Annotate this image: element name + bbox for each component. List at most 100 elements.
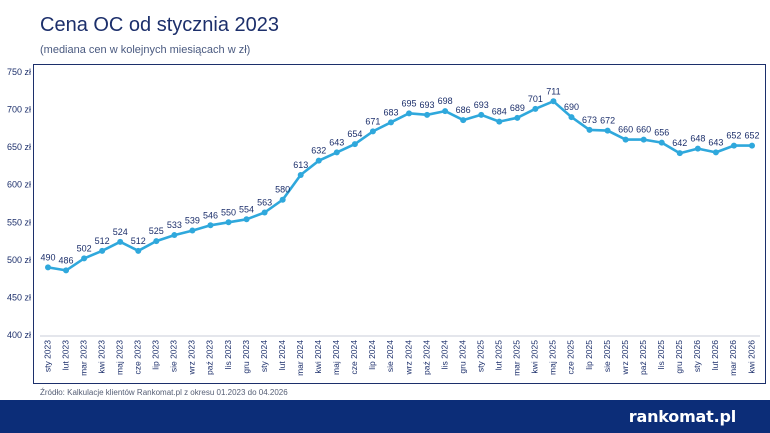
x-tick-label: lut 2023 [60, 340, 70, 371]
data-label: 539 [185, 216, 200, 226]
data-label: 486 [59, 255, 74, 265]
y-tick-label: 650 zł [7, 142, 31, 152]
data-label: 524 [113, 227, 128, 237]
data-label: 502 [77, 243, 92, 253]
data-label: 683 [383, 107, 398, 117]
y-tick-label: 550 zł [7, 217, 31, 227]
data-label: 533 [167, 220, 182, 230]
x-tick-label: gru 2024 [457, 340, 467, 374]
x-tick-label: mar 2025 [512, 340, 522, 376]
data-label: 711 [546, 86, 560, 96]
x-tick-label: sty 2024 [259, 340, 269, 372]
data-point [171, 232, 178, 239]
chart-subtitle: (mediana cen w kolejnych miesiącach w zł… [40, 44, 251, 56]
y-tick-label: 450 zł [7, 292, 31, 302]
data-label: 695 [402, 98, 417, 108]
data-point [225, 219, 232, 226]
data-label: 580 [275, 185, 290, 195]
data-label: 656 [654, 128, 669, 138]
data-label: 613 [293, 160, 308, 170]
data-point [99, 247, 106, 254]
x-tick-label: maj 2024 [331, 340, 341, 375]
data-point [81, 255, 88, 262]
x-tick-label: kwi 2025 [530, 340, 540, 374]
data-label: 643 [708, 137, 723, 147]
chart-title: Cena OC od stycznia 2023 [40, 14, 280, 36]
y-tick-label: 700 zł [7, 105, 31, 115]
data-point [63, 267, 70, 274]
x-tick-label: lis 2025 [656, 340, 666, 370]
data-label: 684 [492, 107, 507, 117]
data-point [117, 238, 124, 245]
data-point [478, 111, 485, 118]
data-point [568, 114, 575, 121]
x-tick-label: paź 2023 [205, 340, 215, 375]
data-label: 690 [564, 102, 579, 112]
y-tick-label: 500 zł [7, 255, 31, 265]
x-tick-label: lip 2023 [151, 340, 161, 370]
x-tick-label: wrz 2024 [403, 340, 413, 376]
x-tick-label: maj 2025 [548, 340, 558, 375]
x-tick-label: kwi 2024 [313, 340, 323, 374]
x-tick-label: wrz 2025 [620, 340, 630, 376]
x-tick-label: cze 2025 [566, 340, 576, 375]
data-point [261, 209, 268, 216]
x-tick-label: lis 2023 [223, 340, 233, 370]
data-label: 673 [582, 115, 597, 125]
data-point [333, 149, 340, 156]
data-point [45, 264, 51, 271]
x-tick-label: sty 2025 [475, 340, 485, 372]
data-point [297, 171, 304, 178]
x-tick-label: mar 2026 [728, 340, 738, 376]
x-tick-label: gru 2025 [674, 340, 684, 374]
data-label: 686 [456, 105, 471, 115]
data-point [532, 105, 539, 112]
data-label: 671 [365, 116, 380, 126]
data-label: 642 [672, 138, 687, 148]
data-label: 550 [221, 207, 236, 217]
data-label: 654 [347, 129, 362, 139]
price-line-chart: 400 zł 450 zł 500 zł 550 zł 600 zł 650 zł 700 … [7, 67, 760, 376]
data-label: 643 [329, 137, 344, 147]
data-point [676, 150, 683, 157]
x-tick-label: sie 2024 [385, 340, 395, 372]
data-label: 546 [203, 210, 218, 220]
data-point [406, 110, 413, 117]
x-tick-label: lip 2024 [367, 340, 377, 370]
x-tick-label: mar 2023 [78, 340, 88, 376]
data-label: 652 [726, 131, 741, 141]
data-point [730, 142, 737, 149]
footer-bar: rankomat.pl [0, 400, 770, 433]
data-label: 701 [528, 94, 543, 104]
data-point [442, 108, 449, 115]
data-label: 698 [438, 96, 453, 106]
x-tick-label: mar 2024 [295, 340, 305, 376]
data-point [153, 238, 160, 245]
data-label: 672 [600, 116, 615, 126]
data-label: 689 [510, 103, 525, 113]
x-tick-label: lut 2024 [277, 340, 287, 371]
x-tick-label: sty 2023 [42, 340, 52, 372]
data-point [749, 142, 755, 149]
x-tick-label: lip 2025 [584, 340, 594, 370]
x-tick-label: lut 2025 [494, 340, 504, 371]
data-point [694, 145, 701, 152]
data-point [604, 127, 611, 134]
x-tick-label: kwi 2023 [96, 340, 106, 374]
y-tick-label: 400 zł [7, 330, 31, 340]
data-point [712, 149, 719, 156]
x-tick-label: lut 2026 [710, 340, 720, 371]
data-label: 490 [40, 252, 55, 262]
data-label: 563 [257, 198, 272, 208]
data-point [207, 222, 214, 229]
x-tick-label: lis 2024 [439, 340, 449, 370]
data-label: 632 [311, 146, 326, 156]
x-tick-label: wrz 2023 [187, 340, 197, 376]
x-tick-label: sty 2026 [692, 340, 702, 372]
x-tick-label: paź 2024 [421, 340, 431, 375]
data-point [586, 126, 593, 133]
data-point [514, 114, 521, 121]
data-label: 554 [239, 204, 254, 214]
data-label: 525 [149, 226, 164, 236]
data-label: 660 [618, 125, 633, 135]
